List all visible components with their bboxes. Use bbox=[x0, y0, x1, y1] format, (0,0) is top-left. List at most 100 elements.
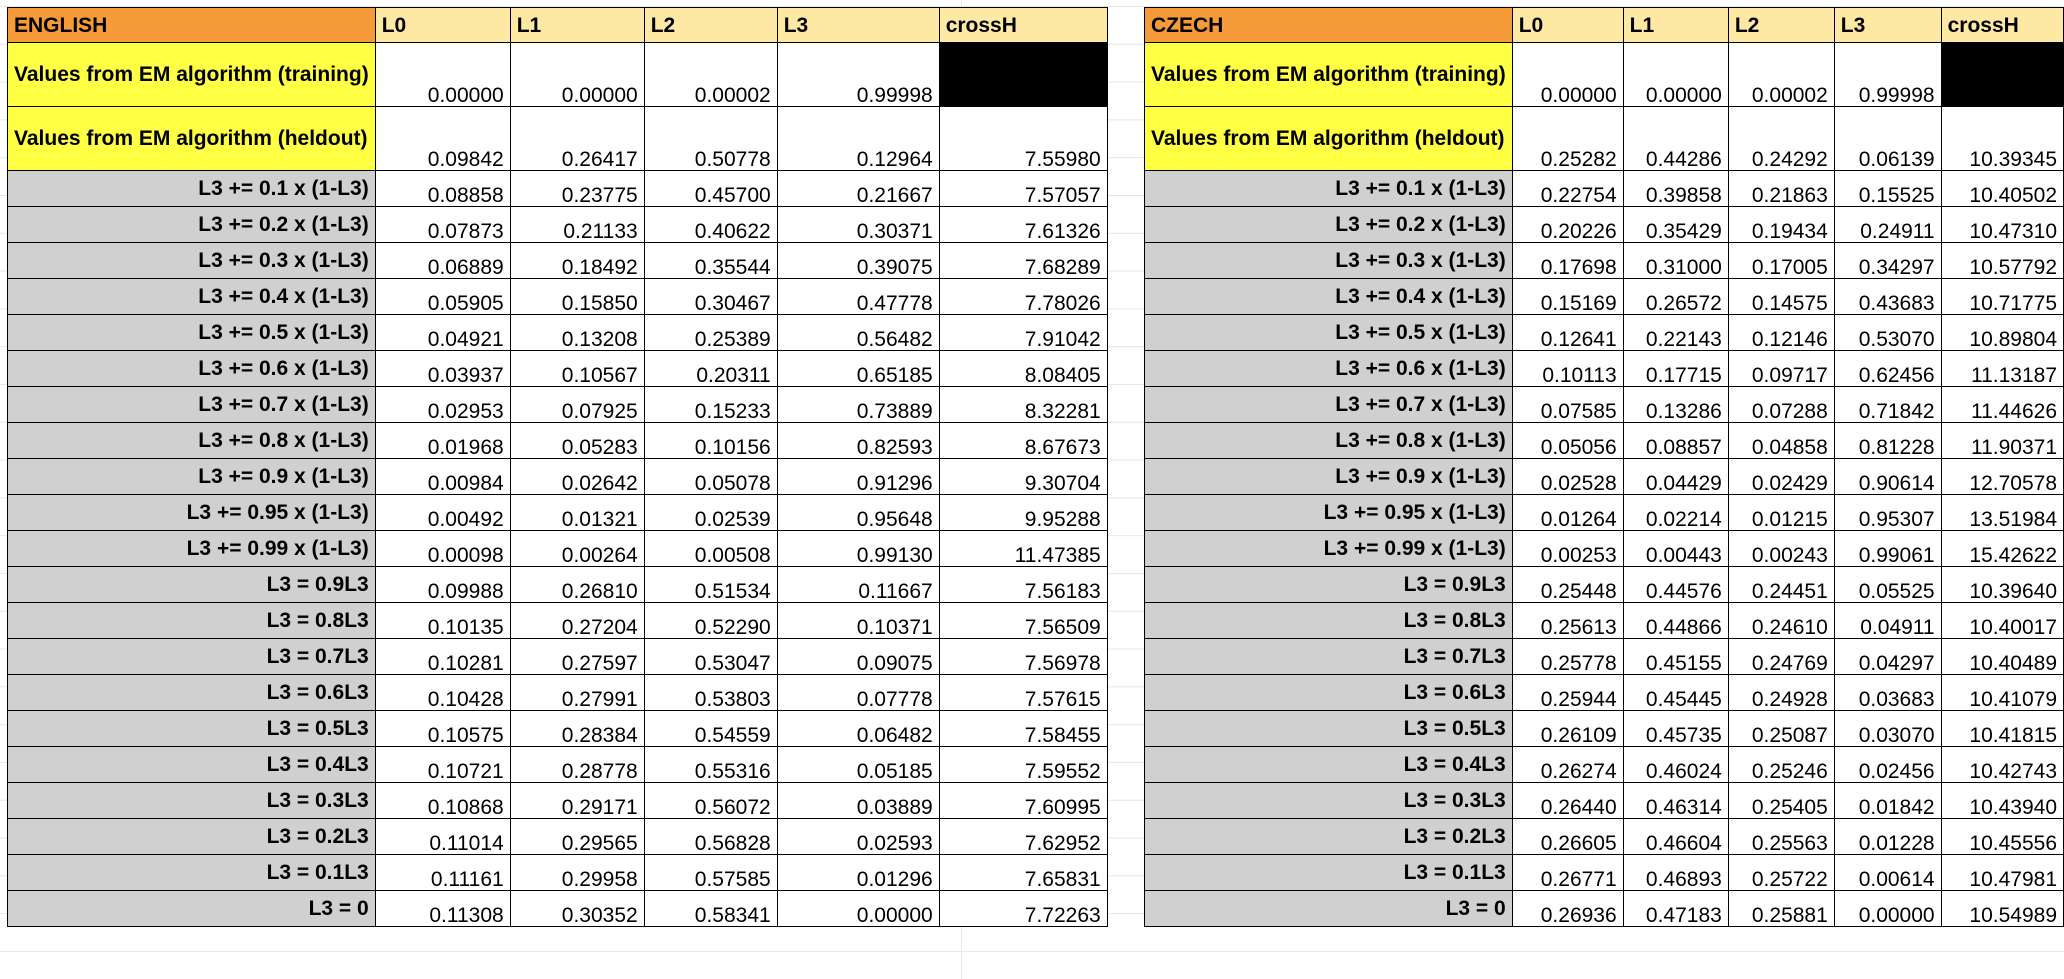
value-cell[interactable]: 11.44626 bbox=[1940, 386, 2064, 423]
em-row-label[interactable]: Values from EM algorithm (training) bbox=[7, 42, 376, 107]
row-label[interactable]: L3 = 0.4L3 bbox=[7, 746, 376, 783]
value-cell[interactable]: 0.99061 bbox=[1833, 530, 1942, 567]
column-header[interactable]: L3 bbox=[776, 7, 940, 43]
value-cell[interactable]: 0.18492 bbox=[509, 242, 645, 279]
value-cell[interactable]: 0.02456 bbox=[1833, 746, 1942, 783]
language-header[interactable]: CZECH bbox=[1144, 7, 1513, 43]
row-label[interactable]: L3 = 0.8L3 bbox=[1144, 602, 1513, 639]
value-cell[interactable]: 7.56509 bbox=[938, 602, 1108, 639]
column-header[interactable]: crossH bbox=[1940, 7, 2064, 43]
value-cell[interactable]: 0.13208 bbox=[509, 314, 645, 351]
value-cell[interactable]: 0.00253 bbox=[1511, 530, 1624, 567]
value-cell[interactable]: 0.12964 bbox=[776, 106, 940, 171]
value-cell[interactable]: 0.01842 bbox=[1833, 782, 1942, 819]
value-cell[interactable]: 0.90614 bbox=[1833, 458, 1942, 495]
value-cell[interactable]: 0.35544 bbox=[643, 242, 778, 279]
row-label[interactable]: L3 += 0.95 x (1-L3) bbox=[1144, 494, 1513, 531]
value-cell[interactable]: 0.26936 bbox=[1511, 890, 1624, 927]
row-label[interactable]: L3 += 0.2 x (1-L3) bbox=[1144, 206, 1513, 243]
value-cell[interactable]: 0.31000 bbox=[1622, 242, 1729, 279]
value-cell[interactable]: 0.56828 bbox=[643, 818, 778, 855]
value-cell[interactable]: 0.00000 bbox=[1622, 42, 1729, 107]
blank-cell[interactable] bbox=[938, 42, 1108, 107]
value-cell[interactable]: 7.68289 bbox=[938, 242, 1108, 279]
column-header[interactable]: crossH bbox=[938, 7, 1108, 43]
value-cell[interactable]: 0.99130 bbox=[776, 530, 940, 567]
value-cell[interactable]: 0.55316 bbox=[643, 746, 778, 783]
value-cell[interactable]: 0.29565 bbox=[509, 818, 645, 855]
value-cell[interactable]: 0.45700 bbox=[643, 170, 778, 207]
value-cell[interactable]: 0.21667 bbox=[776, 170, 940, 207]
value-cell[interactable]: 10.54989 bbox=[1940, 890, 2064, 927]
row-label[interactable]: L3 = 0.7L3 bbox=[7, 638, 376, 675]
value-cell[interactable]: 0.24610 bbox=[1727, 602, 1835, 639]
value-cell[interactable]: 0.00000 bbox=[374, 42, 511, 107]
value-cell[interactable]: 0.12146 bbox=[1727, 314, 1835, 351]
row-label[interactable]: L3 += 0.1 x (1-L3) bbox=[7, 170, 376, 207]
row-label[interactable]: L3 = 0.6L3 bbox=[7, 674, 376, 711]
value-cell[interactable]: 10.42743 bbox=[1940, 746, 2064, 783]
row-label[interactable]: L3 += 0.8 x (1-L3) bbox=[1144, 422, 1513, 459]
value-cell[interactable]: 11.90371 bbox=[1940, 422, 2064, 459]
value-cell[interactable]: 0.07873 bbox=[374, 206, 511, 243]
value-cell[interactable]: 0.50778 bbox=[643, 106, 778, 171]
row-label[interactable]: L3 = 0 bbox=[1144, 890, 1513, 927]
value-cell[interactable]: 0.14575 bbox=[1727, 278, 1835, 315]
value-cell[interactable]: 7.61326 bbox=[938, 206, 1108, 243]
value-cell[interactable]: 0.21133 bbox=[509, 206, 645, 243]
value-cell[interactable]: 0.04858 bbox=[1727, 422, 1835, 459]
row-label[interactable]: L3 = 0.3L3 bbox=[1144, 782, 1513, 819]
value-cell[interactable]: 0.07585 bbox=[1511, 386, 1624, 423]
value-cell[interactable]: 0.06482 bbox=[776, 710, 940, 747]
value-cell[interactable]: 0.09842 bbox=[374, 106, 511, 171]
value-cell[interactable]: 0.28384 bbox=[509, 710, 645, 747]
value-cell[interactable]: 0.99998 bbox=[1833, 42, 1942, 107]
value-cell[interactable]: 0.47183 bbox=[1622, 890, 1729, 927]
value-cell[interactable]: 0.06889 bbox=[374, 242, 511, 279]
value-cell[interactable]: 0.26810 bbox=[509, 566, 645, 603]
value-cell[interactable]: 0.17005 bbox=[1727, 242, 1835, 279]
value-cell[interactable]: 0.20311 bbox=[643, 350, 778, 387]
value-cell[interactable]: 0.24292 bbox=[1727, 106, 1835, 171]
value-cell[interactable]: 0.95307 bbox=[1833, 494, 1942, 531]
value-cell[interactable]: 0.24928 bbox=[1727, 674, 1835, 711]
value-cell[interactable]: 0.08857 bbox=[1622, 422, 1729, 459]
value-cell[interactable]: 0.10567 bbox=[509, 350, 645, 387]
value-cell[interactable]: 0.27204 bbox=[509, 602, 645, 639]
column-header[interactable]: L2 bbox=[1727, 7, 1835, 43]
value-cell[interactable]: 7.57615 bbox=[938, 674, 1108, 711]
value-cell[interactable]: 0.11014 bbox=[374, 818, 511, 855]
value-cell[interactable]: 0.25087 bbox=[1727, 710, 1835, 747]
value-cell[interactable]: 0.02528 bbox=[1511, 458, 1624, 495]
value-cell[interactable]: 0.10156 bbox=[643, 422, 778, 459]
value-cell[interactable]: 10.43940 bbox=[1940, 782, 2064, 819]
value-cell[interactable]: 0.56482 bbox=[776, 314, 940, 351]
value-cell[interactable]: 10.47981 bbox=[1940, 854, 2064, 891]
value-cell[interactable]: 0.43683 bbox=[1833, 278, 1942, 315]
value-cell[interactable]: 0.44866 bbox=[1622, 602, 1729, 639]
row-label[interactable]: L3 += 0.9 x (1-L3) bbox=[1144, 458, 1513, 495]
value-cell[interactable]: 0.44286 bbox=[1622, 106, 1729, 171]
value-cell[interactable]: 0.25448 bbox=[1511, 566, 1624, 603]
value-cell[interactable]: 0.25778 bbox=[1511, 638, 1624, 675]
value-cell[interactable]: 7.56978 bbox=[938, 638, 1108, 675]
value-cell[interactable]: 0.03889 bbox=[776, 782, 940, 819]
value-cell[interactable]: 7.72263 bbox=[938, 890, 1108, 927]
value-cell[interactable]: 0.00492 bbox=[374, 494, 511, 531]
column-header[interactable]: L2 bbox=[643, 7, 778, 43]
value-cell[interactable]: 0.15525 bbox=[1833, 170, 1942, 207]
row-label[interactable]: L3 = 0.4L3 bbox=[1144, 746, 1513, 783]
value-cell[interactable]: 0.00443 bbox=[1622, 530, 1729, 567]
value-cell[interactable]: 0.05525 bbox=[1833, 566, 1942, 603]
value-cell[interactable]: 0.99998 bbox=[776, 42, 940, 107]
value-cell[interactable]: 0.02214 bbox=[1622, 494, 1729, 531]
value-cell[interactable]: 0.27597 bbox=[509, 638, 645, 675]
value-cell[interactable]: 0.56072 bbox=[643, 782, 778, 819]
value-cell[interactable]: 0.15233 bbox=[643, 386, 778, 423]
value-cell[interactable]: 0.00000 bbox=[1511, 42, 1624, 107]
value-cell[interactable]: 0.25405 bbox=[1727, 782, 1835, 819]
value-cell[interactable]: 0.03683 bbox=[1833, 674, 1942, 711]
value-cell[interactable]: 0.29958 bbox=[509, 854, 645, 891]
value-cell[interactable]: 12.70578 bbox=[1940, 458, 2064, 495]
value-cell[interactable]: 0.20226 bbox=[1511, 206, 1624, 243]
